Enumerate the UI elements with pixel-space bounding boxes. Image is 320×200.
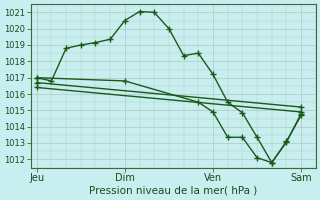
X-axis label: Pression niveau de la mer( hPa ): Pression niveau de la mer( hPa ) [89, 186, 258, 196]
